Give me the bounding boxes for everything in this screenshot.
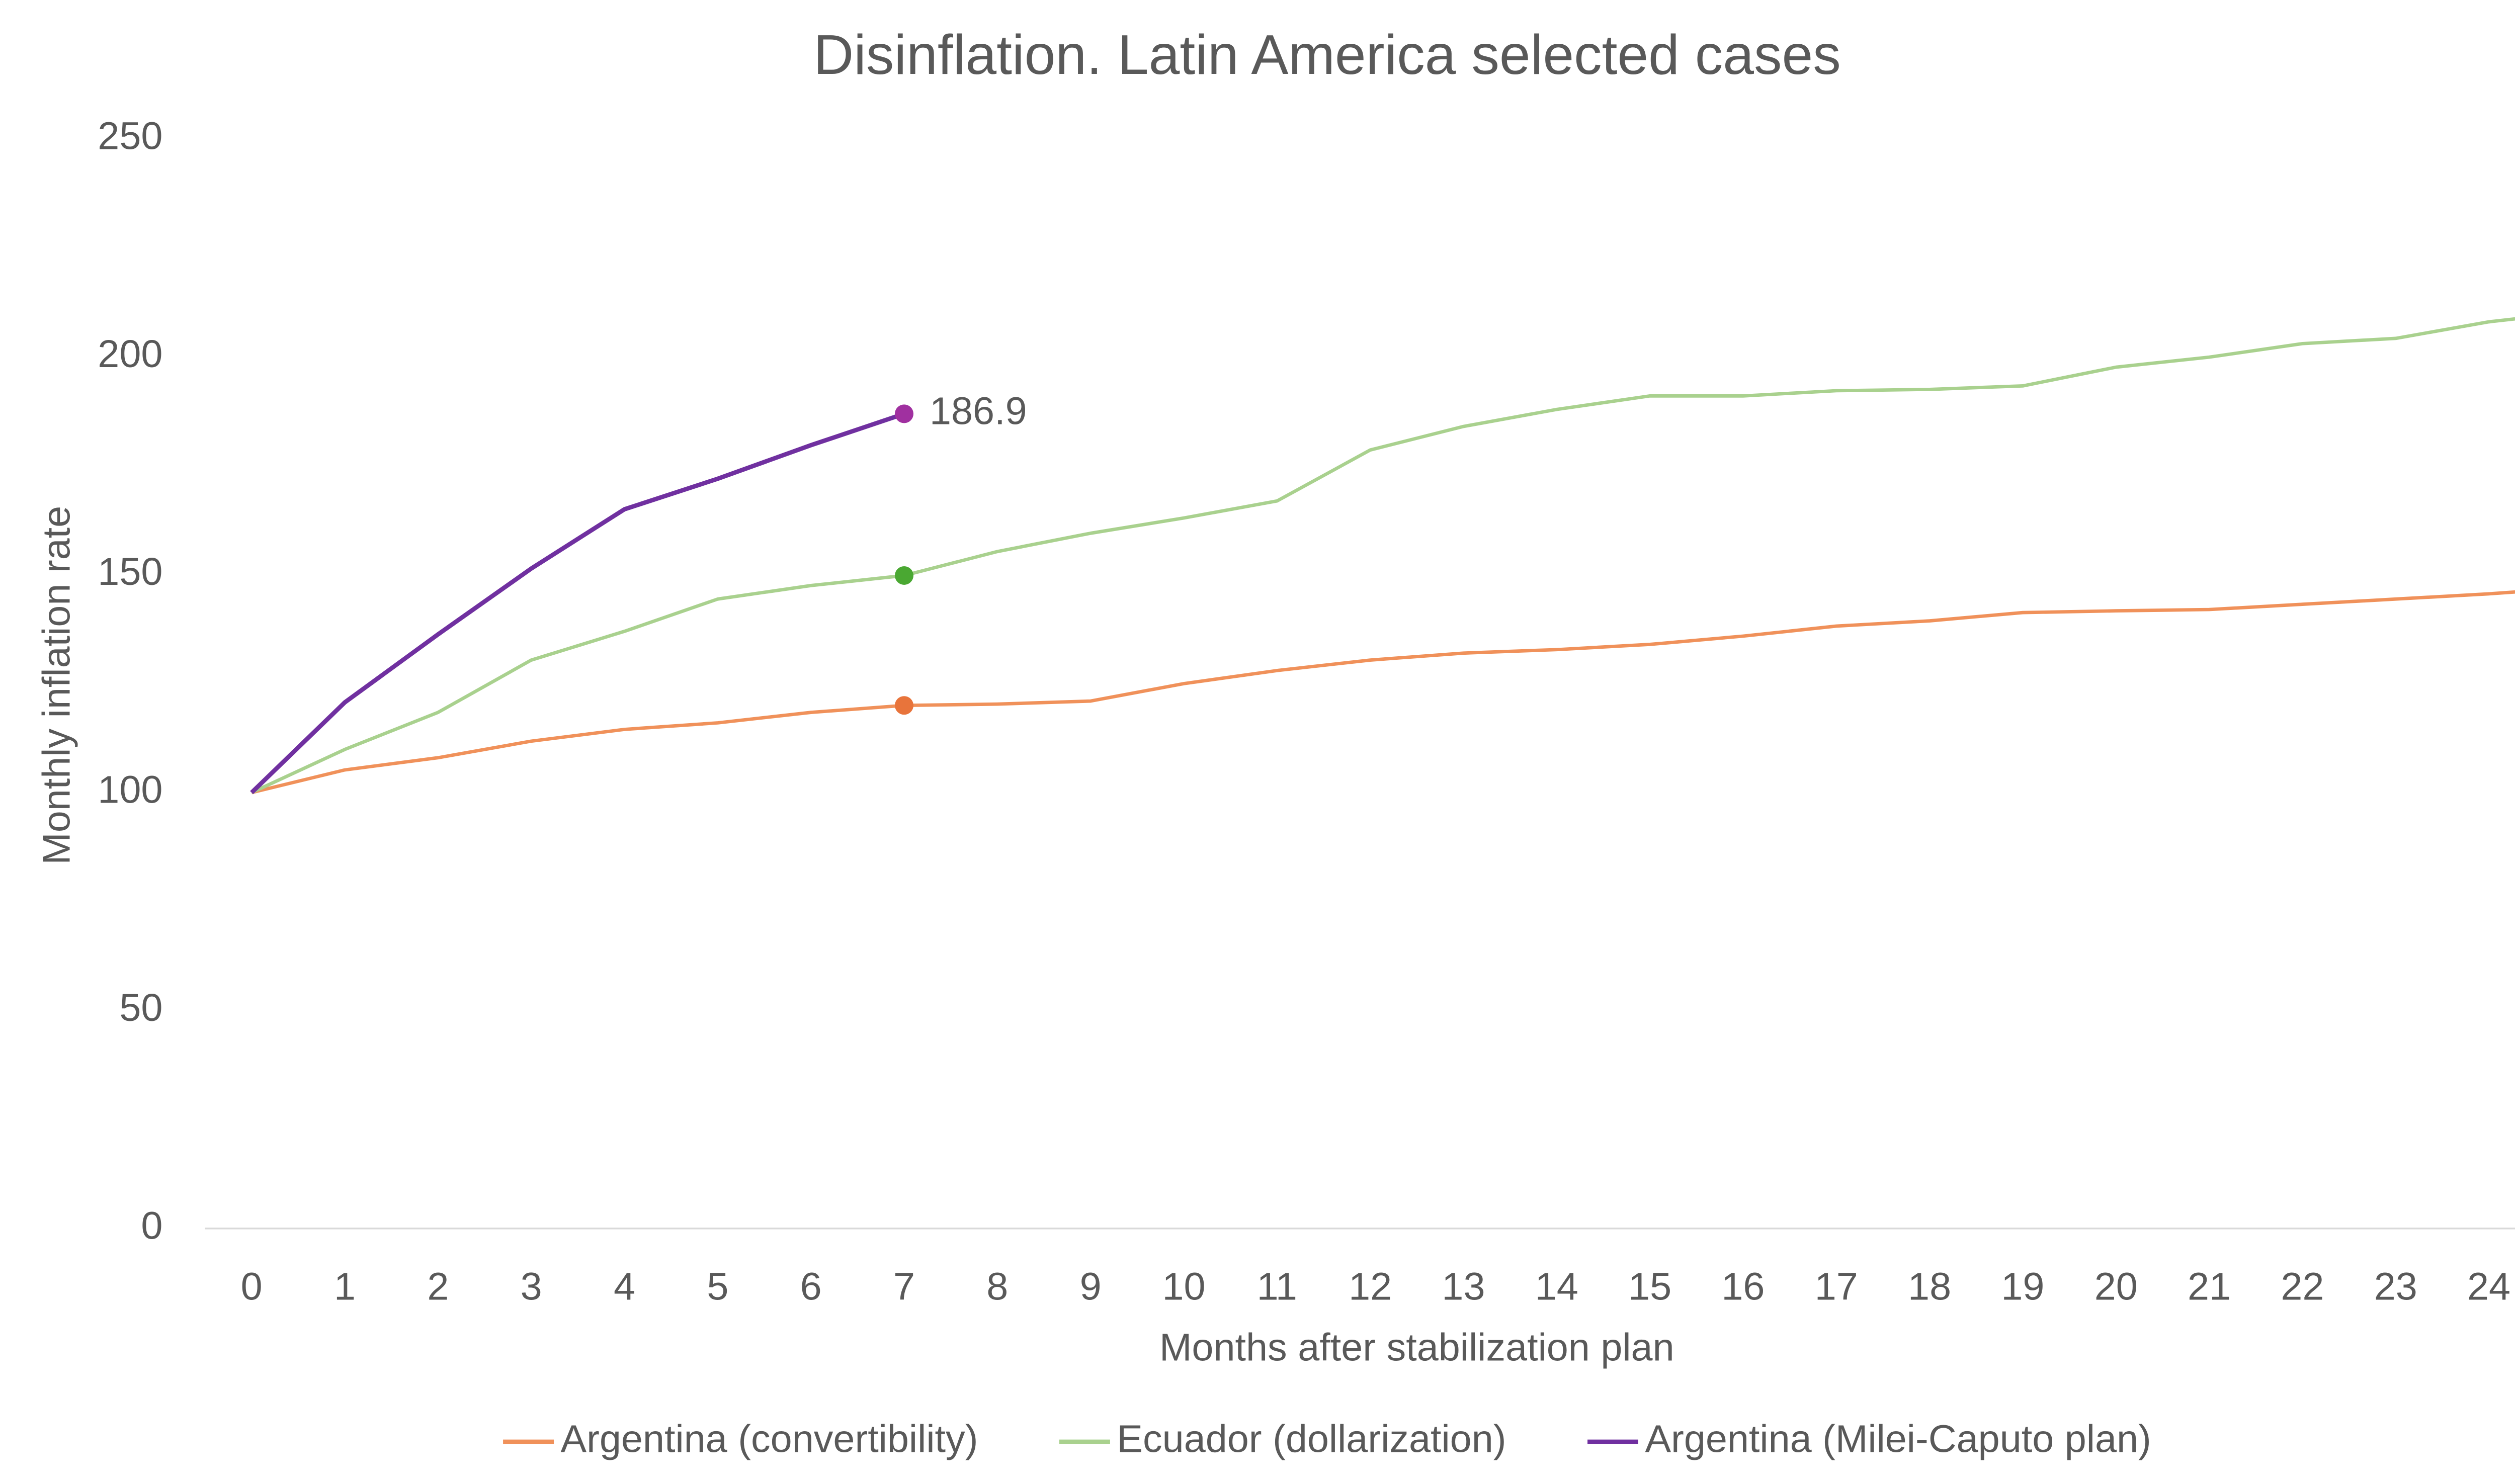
x-tick-label: 3	[521, 1265, 542, 1308]
x-tick-label: 21	[2188, 1265, 2231, 1308]
x-tick-label: 13	[1442, 1265, 1485, 1308]
x-tick-label: 1	[334, 1265, 356, 1308]
x-tick-label: 10	[1162, 1265, 1205, 1308]
y-tick-label: 150	[98, 550, 162, 593]
x-tick-label: 19	[2001, 1265, 2044, 1308]
x-tick-label: 11	[1257, 1265, 1297, 1308]
x-tick-label: 22	[2281, 1265, 2324, 1308]
series-line	[250, 411, 905, 795]
x-tick-label: 4	[614, 1265, 635, 1308]
x-tick-label: 24	[2467, 1265, 2510, 1308]
point-marker	[894, 696, 914, 715]
x-tick-label: 9	[1080, 1265, 1102, 1308]
y-tick-label: 100	[98, 768, 162, 812]
x-tick-label: 16	[1721, 1265, 1765, 1308]
chart-title: Disinflation. Latin America selected cas…	[813, 23, 1841, 86]
x-tick-label: 12	[1349, 1265, 1392, 1308]
y-tick-label: 50	[119, 986, 162, 1029]
x-tick-label: 18	[1908, 1265, 1951, 1308]
series-line	[251, 590, 2515, 795]
legend-label: Argentina (Milei-Caputo plan)	[1645, 1417, 2151, 1460]
x-tick-label: 20	[2094, 1265, 2138, 1308]
x-tick-label: 17	[1815, 1265, 1858, 1308]
x-tick-label: 8	[986, 1265, 1008, 1308]
legend-label: Ecuador (dollarization)	[1117, 1417, 1506, 1460]
x-tick-label: 0	[241, 1265, 263, 1308]
point-marker	[894, 404, 914, 423]
x-tick-label: 14	[1535, 1265, 1578, 1308]
y-axis-label: Monthly inflation rate	[35, 506, 78, 865]
y-tick-label: 0	[141, 1204, 162, 1247]
legend-label: Argentina (convertibility)	[561, 1417, 978, 1460]
data-label: 186.9	[930, 389, 1027, 432]
series-line	[250, 317, 2515, 795]
x-tick-label: 7	[893, 1265, 915, 1308]
point-marker	[894, 566, 914, 585]
x-tick-label: 23	[2374, 1265, 2417, 1308]
y-tick-label: 250	[98, 114, 162, 157]
x-tick-label: 15	[1628, 1265, 1671, 1308]
x-tick-label: 6	[800, 1265, 822, 1308]
y-tick-label: 200	[98, 332, 162, 376]
x-tick-label: 2	[427, 1265, 449, 1308]
x-axis-label: Months after stabilization plan	[1159, 1326, 1674, 1369]
x-tick-label: 5	[707, 1265, 728, 1308]
